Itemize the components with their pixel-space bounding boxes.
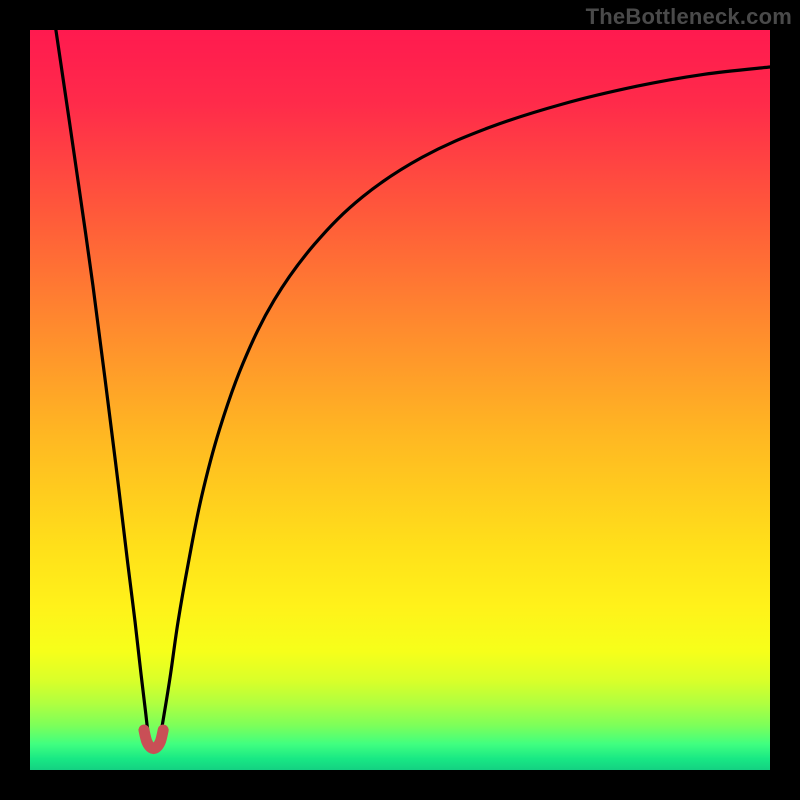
chart-container: TheBottleneck.com [0,0,800,800]
chart-background [30,30,770,770]
chart-svg [0,0,800,800]
watermark-text: TheBottleneck.com [586,4,792,30]
